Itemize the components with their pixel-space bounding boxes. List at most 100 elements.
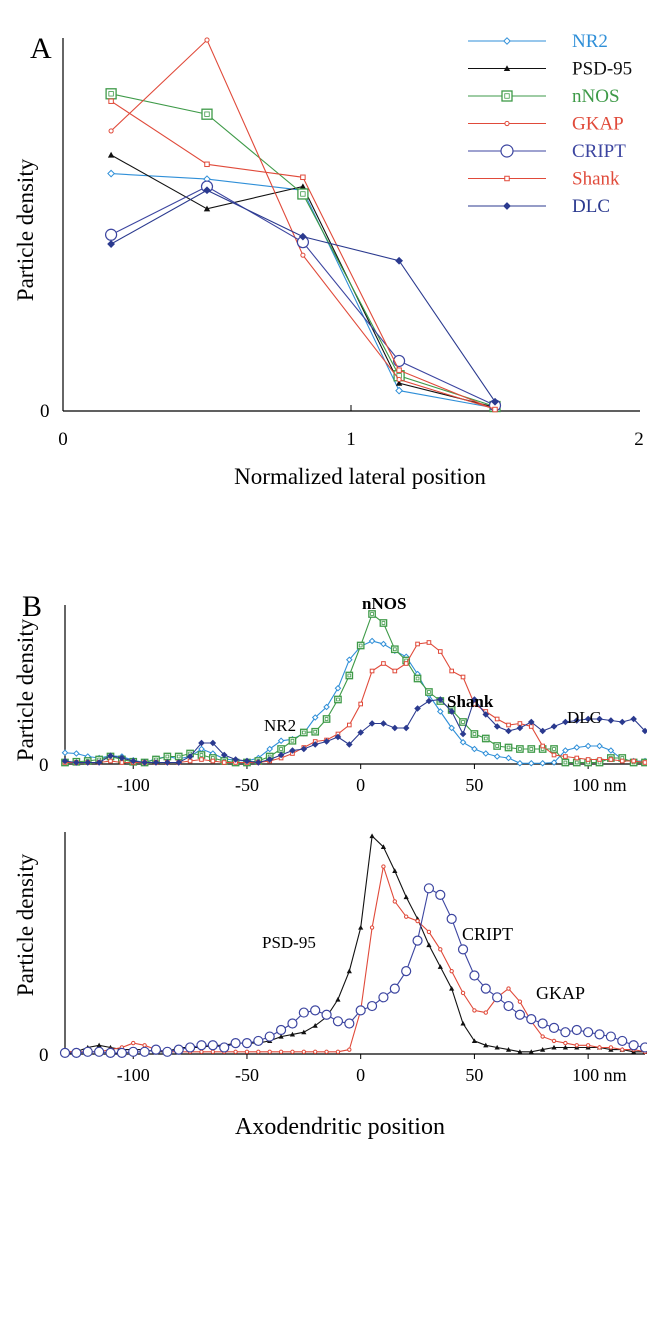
panel-b: B 0 Particle density -100 -50 0 50 100 nm nN… — [13, 590, 647, 795]
panel-a-xtick-0: 0 — [58, 429, 68, 450]
panel-b-lower-point-gkap — [540, 1034, 545, 1039]
panel-b-lower-point-cript — [321, 1009, 332, 1020]
panel-b-lower-point-cript — [105, 1047, 116, 1059]
panel-b-point-dlc — [539, 727, 546, 735]
panel-b-point-nnos — [299, 728, 308, 737]
panel-b-point-dlc — [516, 724, 524, 732]
panel-b-point-dlc — [141, 759, 148, 766]
panel-b-lower-point-gkap — [585, 1043, 591, 1048]
panel-b-lower-point-psd-95 — [494, 1044, 500, 1050]
panel-b-point-nr2 — [471, 745, 478, 753]
panel-b-point-dlc — [380, 720, 387, 727]
panel-a-point-gkap — [396, 376, 402, 383]
legend-label-nnos: nNOS — [572, 86, 620, 107]
panel-a-point-dlc — [107, 240, 116, 248]
panel-b-lower-point-cript — [639, 1042, 647, 1053]
panel-b-lower-point-psd-95 — [505, 1047, 512, 1052]
panel-b-lower-point-gkap — [597, 1045, 602, 1050]
panel-b-point-nr2 — [277, 737, 285, 745]
panel-b-point-dlc — [198, 739, 205, 747]
panel-b-lower-point-gkap — [551, 1038, 557, 1044]
panel-b-lower-point-cript — [94, 1046, 105, 1057]
panel-b-point-shank — [619, 758, 625, 764]
panel-b-lower-point-psd-95 — [312, 1023, 318, 1028]
panel-b-point-nr2 — [459, 738, 467, 746]
panel-b-lower-point-psd-95 — [369, 833, 375, 839]
panel-a-line-gkap — [110, 39, 496, 410]
panel-b-point-dlc — [186, 753, 194, 760]
panel-b-point-nnos — [425, 688, 433, 696]
panel-b-lower-point-gkap — [313, 1049, 318, 1055]
panel-a-ytick-0: 0 — [40, 401, 50, 422]
panel-b-point-dlc — [505, 727, 512, 735]
panel-b-point-nr2 — [73, 750, 80, 757]
panel-b-point-nnos — [368, 610, 376, 618]
panel-b-point-shank — [494, 716, 500, 722]
panel-b-point-dlc — [255, 759, 262, 766]
panel-b-series — [61, 610, 647, 767]
panel-b-point-shank — [574, 755, 580, 761]
panel-b-point-nr2 — [596, 742, 603, 750]
panel-b-lower: 0 Particle density -100 -50 0 50 100 nm PSD-… — [13, 832, 647, 1140]
panel-b-lower-label-psd95: PSD-95 — [262, 933, 316, 952]
panel-b-point-shank — [597, 757, 602, 762]
panel-b-lower-point-psd-95 — [528, 1049, 534, 1054]
panel-b-lower-point-cript — [310, 1005, 321, 1016]
legend-marker-nnos — [501, 90, 513, 102]
panel-b-lower-point-gkap — [142, 1043, 147, 1048]
panel-b-lower-ticks: -100 -50 0 50 100 nm — [117, 1054, 627, 1085]
panel-b-point-nr2 — [266, 745, 274, 753]
panel-b-lower-point-gkap — [608, 1045, 614, 1050]
panel-a-point-dlc — [203, 186, 211, 195]
panel-b-lower-point-cript — [401, 966, 412, 977]
panel-b-lower-point-psd-95 — [392, 868, 398, 873]
panel-b-lower-point-cript — [469, 970, 480, 981]
panel-b-point-dlc — [368, 720, 376, 727]
panel-b-ytick-0: 0 — [39, 755, 49, 776]
panel-b-lower-point-gkap — [472, 1008, 477, 1013]
panel-a-point-gkap — [204, 37, 210, 43]
panel-b-lower-point-cript — [423, 883, 435, 894]
panel-b-point-dlc — [164, 759, 171, 766]
panel-b-point-nr2 — [482, 750, 490, 757]
panel-b-point-nnos — [311, 727, 320, 736]
panel-b-lower-point-gkap — [267, 1049, 272, 1055]
panel-b-point-dlc — [129, 757, 137, 765]
panel-b-lower-point-cript — [253, 1035, 264, 1047]
panel-b-point-dlc — [357, 729, 364, 736]
panel-b-lower-point-psd-95 — [449, 986, 455, 991]
panel-b-lower-point-psd-95 — [358, 924, 364, 930]
panel-b-lower-point-cript — [173, 1044, 184, 1055]
panel-a-line-nnos — [110, 93, 496, 408]
panel-b-point-nr2 — [380, 640, 387, 648]
panel-b-point-dlc — [391, 724, 399, 732]
panel-a-point-psd-95 — [299, 183, 307, 190]
panel-b-point-nnos — [550, 745, 558, 753]
panel-a-point-shank — [396, 367, 402, 373]
panel-b-point-nnos — [174, 752, 183, 761]
panel-a-point-psd-95 — [395, 379, 403, 386]
panel-b-point-shank — [437, 649, 443, 654]
panel-b-point-shank — [221, 760, 227, 765]
panel-b-point-nnos — [516, 745, 524, 753]
panel-b-lower-point-gkap — [233, 1049, 238, 1055]
panel-b-point-shank — [108, 758, 113, 764]
panel-a-line-dlc — [110, 189, 496, 403]
panel-b-lower-point-gkap — [244, 1049, 250, 1055]
panel-b-lower-point-cript — [412, 935, 423, 946]
panel-a-point-nr2 — [107, 169, 116, 178]
legend-marker-dlc — [503, 202, 511, 210]
panel-b-point-nr2 — [607, 747, 615, 754]
panel-b-lower-point-psd-95 — [517, 1049, 523, 1054]
panel-b-xtick-label: 100 nm — [572, 775, 627, 795]
panel-b-point-nr2 — [584, 742, 592, 750]
panel-b-lower-point-cript — [59, 1047, 71, 1059]
panel-a-point-shank — [204, 161, 210, 168]
figure-xlabel: Axodendritic position — [235, 1114, 445, 1140]
panel-b-lower-point-gkap — [381, 864, 386, 869]
panel-b-point-shank — [369, 668, 375, 674]
panel-b-point-shank — [631, 758, 636, 764]
panel-b-point-dlc — [243, 757, 251, 765]
panel-b-point-dlc — [346, 741, 353, 748]
panel-b-lower-point-cript — [184, 1042, 196, 1053]
